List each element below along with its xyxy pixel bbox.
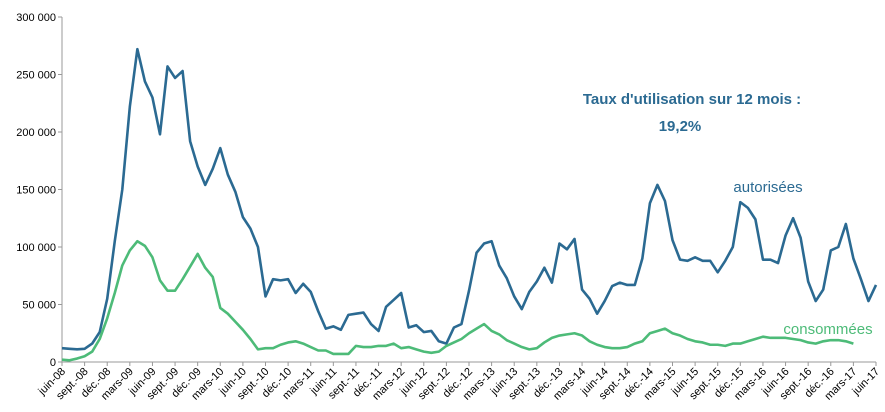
series-label: consommées <box>783 321 872 338</box>
y-tick-label: 300 000 <box>16 12 56 24</box>
annotation: 19,2% <box>659 118 702 135</box>
y-tick-label: 150 000 <box>16 185 56 197</box>
series-label: autorisées <box>733 179 802 196</box>
line <box>61 47 878 351</box>
y-tick-label: 250 000 <box>16 70 56 82</box>
line <box>61 239 854 362</box>
y-tick-label: 0 <box>50 357 56 369</box>
annotation: Taux d'utilisation sur 12 mois : <box>583 91 801 108</box>
y-tick-label: 50 000 <box>22 300 56 312</box>
y-tick-label: 200 000 <box>16 127 56 139</box>
y-tick-label: 100 000 <box>16 242 56 254</box>
